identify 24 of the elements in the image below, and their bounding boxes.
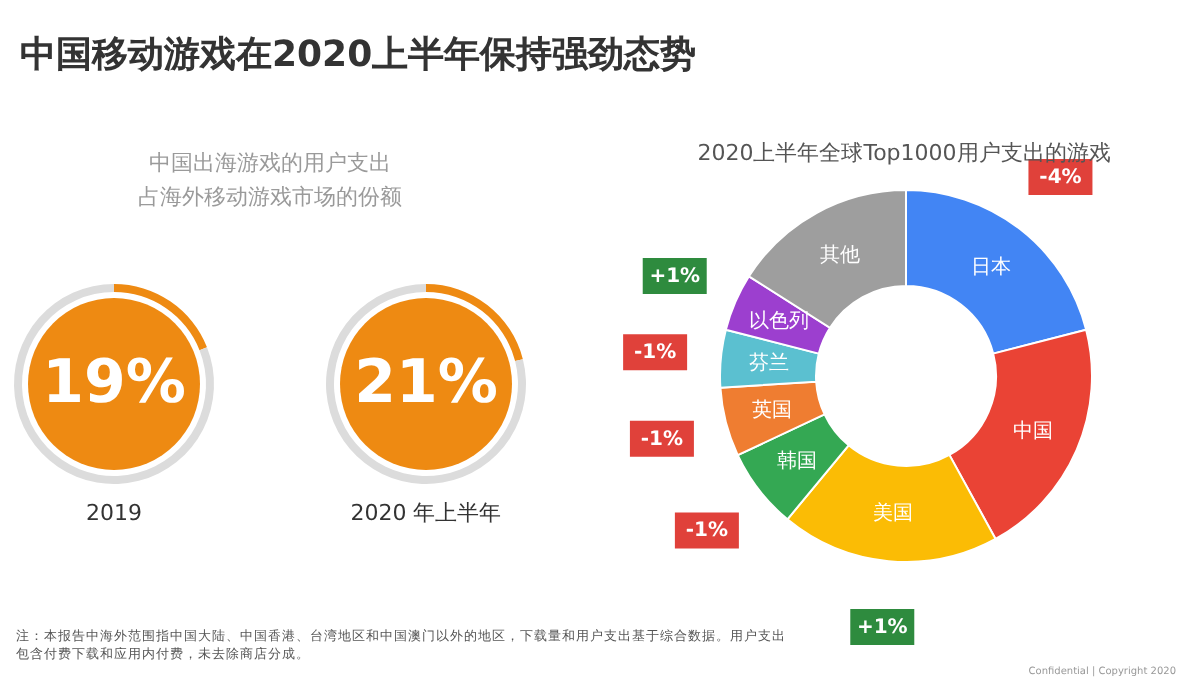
- slice-label: 美国: [873, 501, 914, 526]
- slice-label: 以色列: [749, 309, 810, 334]
- text: 2019: [86, 500, 142, 526]
- data-label: 21%: [354, 348, 498, 418]
- donut-slice: [14, 284, 214, 484]
- slice-label: 其他: [819, 243, 860, 268]
- text: -1%: [633, 342, 677, 365]
- donut-slice: [114, 284, 207, 351]
- text: -1%: [685, 520, 729, 543]
- text: +1%: [856, 616, 908, 639]
- text: +1%: [649, 265, 701, 288]
- text: 2020 年上半年: [350, 500, 502, 526]
- chart-title: 2020上半年全球Top1000用户支出的游戏: [697, 140, 1111, 166]
- slice-label: 英国: [752, 398, 793, 423]
- data-label: 19%: [42, 348, 186, 418]
- slice-label: 韩国: [776, 448, 817, 473]
- donut-slice: [326, 284, 526, 484]
- slice-label: 芬兰: [748, 351, 789, 376]
- slice-label: 中国: [1012, 418, 1053, 443]
- text: 中国出海游戏的用户支出占海外移动游戏市场的份额: [138, 150, 402, 210]
- slice-label: 日本: [970, 254, 1011, 279]
- text: -1%: [640, 428, 684, 451]
- text: 中国移动游戏在2020上半年保持强劲态势: [20, 34, 697, 76]
- text: -4%: [1039, 166, 1082, 189]
